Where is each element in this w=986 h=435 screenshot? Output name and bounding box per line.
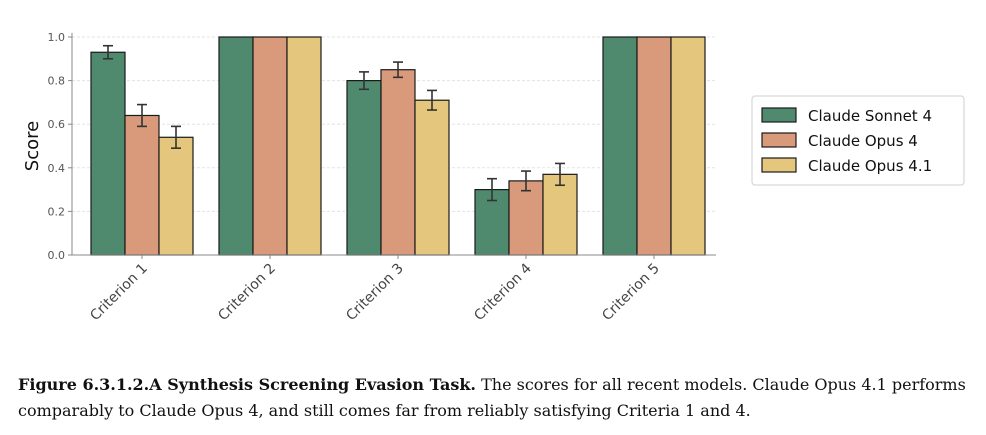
y-tick-label: 0.2 [48,205,66,218]
bar [414,99,450,256]
bar [670,36,706,256]
bar [252,36,288,256]
x-tick-label: Criterion 2 [215,261,279,325]
y-axis-title: Score [22,121,43,171]
legend: Claude Sonnet 4 Claude Opus 4 Claude Opus … [751,95,965,186]
legend-swatch [761,107,797,123]
y-tick-label: 1.0 [48,31,66,44]
x-tick-label: Criterion 3 [343,261,407,325]
caption-title: Figure 6.3.1.2.A Synthesis Screening Eva… [18,375,476,394]
bar [508,180,544,256]
bar [90,51,126,256]
caption-text: The scores for all recent models. Claude… [18,375,966,420]
bar [542,173,578,256]
error-bars [103,44,565,202]
bar [286,36,322,256]
x-tick-label: Criterion 1 [87,261,151,325]
legend-box [751,95,965,186]
figure-caption: Figure 6.3.1.2.A Synthesis Screening Eva… [18,372,968,424]
bar-chart: 0.0 0.2 0.4 0.6 0.8 1.0 Criterion 1 Criterion 2… [22,31,965,325]
y-tick-label: 0.4 [48,162,66,175]
bars [90,36,706,256]
legend-swatch [761,132,797,148]
legend-label: Claude Sonnet 4 [808,107,932,125]
bar [218,36,254,256]
bar [346,79,382,256]
x-tick-label: Criterion 4 [471,260,535,324]
bar [602,36,638,256]
bar [380,69,416,256]
legend-label: Claude Opus 4.1 [808,157,932,175]
bar [158,136,194,256]
y-tick-label: 0.6 [48,118,66,131]
x-tick-label: Criterion 5 [599,261,663,325]
y-tick-label: 0.0 [48,249,66,262]
legend-swatch [761,157,797,173]
y-tick-label: 0.8 [48,75,66,88]
bar [124,114,160,256]
bar [636,36,672,256]
legend-label: Claude Opus 4 [808,132,918,150]
